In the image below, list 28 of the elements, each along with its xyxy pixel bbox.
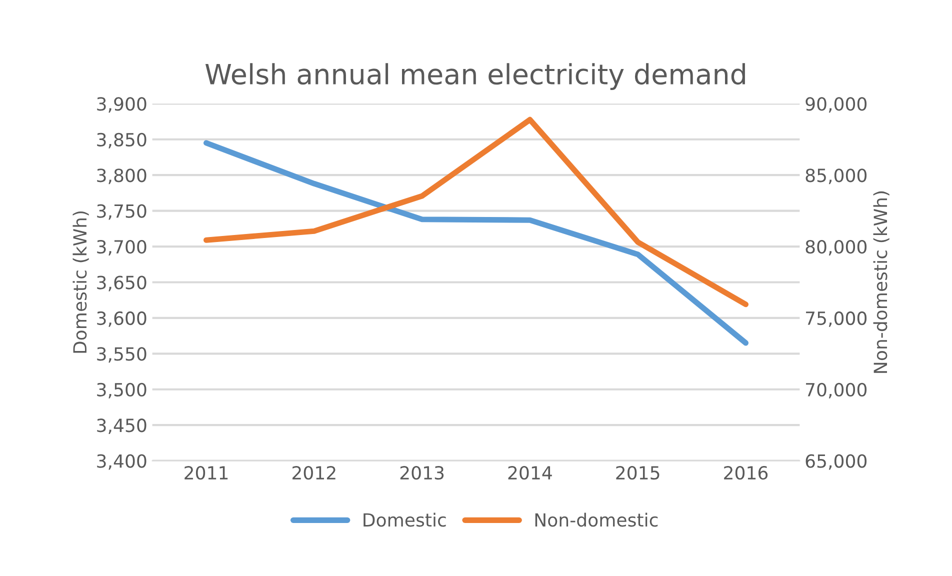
x-tick-label: 2013 [400,466,444,480]
x-tick-label: 2016 [724,466,768,480]
legend-label: Domestic [364,512,446,527]
y2-tick-label: 85,000 [806,168,867,184]
y-tick-label: 3,800 [97,168,146,184]
y-tick-label: 3,550 [97,347,146,363]
y-tick-label: 3,500 [97,382,146,398]
y-tick-label: 3,450 [97,418,146,434]
y-tick-label: 3,600 [97,311,146,327]
x-tick-label: 2015 [616,466,660,480]
x-tick-label: 2014 [508,466,552,480]
legend-label: Non-domestic [535,512,658,527]
y-axis-title: Domestic (kWh) [72,211,89,353]
x-tick-label: 2011 [184,466,228,480]
y-tick-label: 3,750 [97,204,146,220]
y2-tick-label: 75,000 [806,311,867,327]
y2-tick-label: 90,000 [806,97,867,113]
y-tick-label: 3,850 [97,132,146,148]
y2-tick-label: 65,000 [806,454,867,470]
chart-title: Welsh annual mean electricity demand [205,63,745,90]
y-tick-label: 3,700 [97,240,146,256]
y-tick-label: 3,650 [97,276,146,292]
x-tick-label: 2012 [292,466,336,480]
y-tick-label: 3,900 [97,97,146,113]
y2-tick-label: 70,000 [806,382,867,398]
y2-tick-label: 80,000 [806,240,867,256]
y-tick-label: 3,400 [97,454,146,470]
y2-axis-title: Non-domestic (kWh) [873,191,890,373]
